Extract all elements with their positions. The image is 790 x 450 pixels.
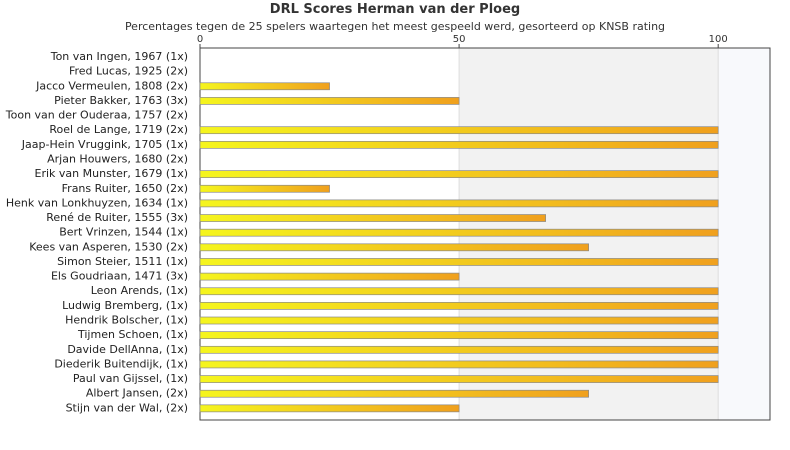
category-label: Simon Steier, 1511 (1x) bbox=[57, 255, 188, 268]
bar bbox=[199, 97, 460, 105]
category-label: Paul van Gijssel, (1x) bbox=[73, 372, 188, 385]
bars bbox=[199, 82, 719, 413]
x-tick-label: 50 bbox=[453, 34, 466, 45]
bar bbox=[199, 258, 719, 266]
category-label: Jaap-Hein Vruggink, 1705 (1x) bbox=[21, 138, 188, 151]
category-label: Frans Ruiter, 1650 (2x) bbox=[62, 182, 188, 195]
bar bbox=[199, 316, 719, 325]
category-label: Arjan Houwers, 1680 (2x) bbox=[47, 152, 188, 165]
category-label: Erik van Munster, 1679 (1x) bbox=[35, 167, 188, 180]
bar bbox=[199, 170, 719, 178]
category-label: Els Goudriaan, 1471 (3x) bbox=[51, 270, 188, 283]
bar bbox=[199, 404, 460, 413]
bar bbox=[199, 199, 719, 208]
category-label: Bert Vrinzen, 1544 (1x) bbox=[59, 226, 188, 239]
category-label: Albert Jansen, (2x) bbox=[86, 387, 188, 400]
category-label: Ton van Ingen, 1967 (1x) bbox=[50, 50, 188, 63]
chart-title: DRL Scores Herman van der Ploeg bbox=[269, 2, 521, 17]
bar bbox=[199, 214, 546, 222]
bar bbox=[199, 228, 719, 237]
chart-subtitle: Percentages tegen de 25 spelers waartege… bbox=[124, 20, 666, 33]
x-tick-label: 100 bbox=[709, 34, 728, 45]
category-label: Jacco Vermeulen, 1808 (2x) bbox=[35, 79, 188, 92]
background-band bbox=[718, 48, 770, 420]
category-label: Tijmen Schoen, (1x) bbox=[77, 328, 188, 341]
category-label: Kees van Asperen, 1530 (2x) bbox=[29, 240, 188, 253]
category-label: Hendrik Bolscher, (1x) bbox=[65, 314, 188, 327]
bar bbox=[199, 331, 719, 340]
x-axis: 0 50 100 bbox=[197, 34, 728, 48]
category-label: Ludwig Bremberg, (1x) bbox=[62, 299, 188, 312]
category-label: Diederik Buitendijk, (1x) bbox=[54, 357, 188, 370]
bar bbox=[199, 243, 589, 252]
bar bbox=[199, 345, 719, 354]
category-label: René de Ruiter, 1555 (3x) bbox=[46, 211, 188, 224]
bar bbox=[199, 140, 719, 149]
category-label: Stijn van der Wal, (2x) bbox=[66, 401, 188, 414]
category-label: Roel de Lange, 1719 (2x) bbox=[49, 123, 188, 136]
category-label: Toon van der Ouderaa, 1757 (2x) bbox=[5, 109, 188, 122]
bar bbox=[199, 287, 719, 296]
bar bbox=[199, 82, 330, 91]
bar bbox=[199, 389, 589, 398]
category-label: Leon Arends, (1x) bbox=[91, 284, 188, 297]
category-label: Davide DellAnna, (1x) bbox=[67, 343, 188, 356]
bar bbox=[199, 126, 719, 135]
x-tick-label: 0 bbox=[197, 34, 203, 45]
bar bbox=[199, 375, 719, 383]
category-labels: Ton van Ingen, 1967 (1x) Fred Lucas, 1925… bbox=[5, 50, 188, 414]
category-label: Henk van Lonkhuyzen, 1634 (1x) bbox=[6, 196, 188, 209]
category-label: Fred Lucas, 1925 (2x) bbox=[69, 65, 188, 78]
bar bbox=[199, 272, 460, 281]
bar bbox=[199, 184, 330, 193]
category-label: Pieter Bakker, 1763 (3x) bbox=[54, 94, 188, 107]
bar bbox=[199, 302, 719, 310]
bar bbox=[199, 360, 719, 369]
